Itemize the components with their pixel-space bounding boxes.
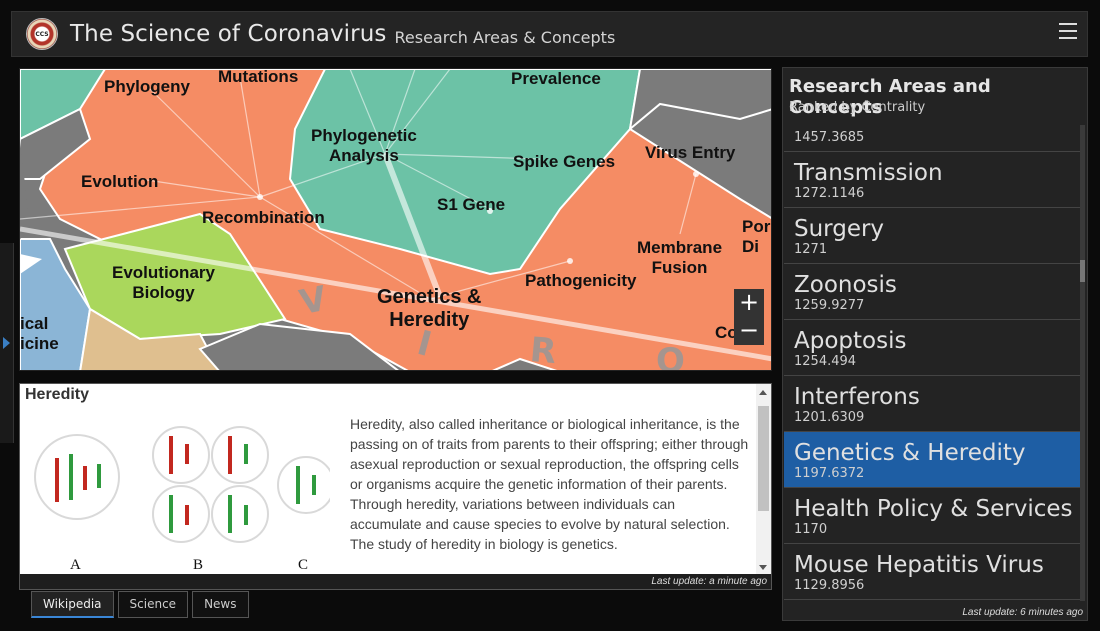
map-label-text: Evolutionary Biology bbox=[112, 263, 215, 302]
list-item-value: 1129.8956 bbox=[794, 578, 865, 593]
map-label-text: Membrane Fusion bbox=[637, 238, 723, 277]
list-item[interactable]: Interferons 1201.6309 bbox=[784, 376, 1081, 432]
concept-list-scroll-thumb[interactable] bbox=[1080, 260, 1085, 282]
map-regions bbox=[20, 69, 771, 370]
map-label-mutations[interactable]: Mutations bbox=[218, 68, 299, 86]
research-areas-panel: Research Areas and Concepts Ranked by Ce… bbox=[782, 67, 1088, 621]
list-item-value: 1271 bbox=[794, 242, 828, 257]
map-label-s1-gene[interactable]: S1 Gene bbox=[437, 195, 506, 214]
expand-arrow-icon bbox=[3, 337, 10, 349]
zoom-in-button[interactable]: + bbox=[738, 288, 760, 316]
tab-wikipedia[interactable]: Wikipedia bbox=[31, 591, 114, 618]
zoom-out-button[interactable]: − bbox=[738, 316, 760, 344]
info-scroll-thumb[interactable] bbox=[758, 406, 769, 511]
list-item-name: Health Policy & Services bbox=[794, 496, 1073, 522]
map-label-virus-entry[interactable]: Virus Entry bbox=[645, 143, 736, 162]
list-item-value: 1259.9277 bbox=[794, 298, 865, 313]
panel-title: Research Areas and Concepts bbox=[789, 76, 991, 118]
app-title: The Science of Coronavirus bbox=[70, 21, 387, 47]
list-item[interactable]: Surgery 1271 bbox=[784, 208, 1081, 264]
map-label-text: Por Di bbox=[742, 217, 771, 256]
map-label-spike-genes[interactable]: Spike Genes bbox=[513, 152, 616, 171]
map-label-recombination[interactable]: Recombination bbox=[202, 208, 325, 227]
map-label-text: Genetics & Heredity bbox=[377, 286, 482, 331]
diagram-label-a: A bbox=[70, 557, 81, 573]
hamburger-menu-icon[interactable] bbox=[1059, 23, 1077, 43]
map-label-partial-corona[interactable]: Co bbox=[715, 323, 738, 342]
logo-text: CCS bbox=[35, 30, 49, 38]
concept-map[interactable]: Phylogeny Mutations Prevalence Phylogene… bbox=[19, 68, 772, 371]
list-item-name: Surgery bbox=[794, 216, 885, 242]
map-label-text: Phylogenetic Analysis bbox=[311, 126, 417, 165]
map-region-letter: O bbox=[656, 341, 685, 371]
scroll-down-arrow-icon[interactable] bbox=[759, 565, 767, 570]
map-label-pathogenicity[interactable]: Pathogenicity bbox=[525, 271, 637, 290]
list-item-value: 1201.6309 bbox=[794, 410, 865, 425]
info-description: Heredity, also called inheritance or bio… bbox=[350, 416, 749, 552]
map-label-phylogeny[interactable]: Phylogeny bbox=[104, 77, 190, 96]
list-item-value: 1197.6372 bbox=[794, 466, 865, 481]
tab-news[interactable]: News bbox=[192, 591, 249, 618]
panel-last-update: Last update: 6 minutes ago bbox=[962, 607, 1083, 618]
app-subtitle: Research Areas & Concepts bbox=[394, 27, 616, 47]
map-label-membrane-fusion[interactable]: Membrane Fusion bbox=[637, 238, 722, 277]
map-label-prevalence[interactable]: Prevalence bbox=[511, 69, 601, 88]
list-item[interactable]: Transmission 1272.1146 bbox=[784, 152, 1081, 208]
concept-list: 1457.3685 Transmission 1272.1146 Surgery… bbox=[784, 123, 1081, 601]
concept-list-scrollbar[interactable] bbox=[1080, 125, 1085, 601]
map-region-letter: R bbox=[528, 329, 558, 371]
list-item[interactable]: Mouse Hepatitis Virus 1129.8956 bbox=[784, 544, 1081, 600]
list-item-value: 1457.3685 bbox=[794, 130, 865, 145]
left-panel-toggle[interactable] bbox=[0, 243, 14, 443]
panel-subtitle: Ranked by Centrality bbox=[789, 100, 926, 115]
list-item-value: 1272.1146 bbox=[794, 186, 865, 201]
info-last-update: Last update: a minute ago bbox=[20, 574, 771, 589]
list-item-name: Zoonosis bbox=[794, 272, 897, 298]
list-item-selected[interactable]: Genetics & Heredity 1197.6372 bbox=[784, 432, 1081, 488]
map-label-partial-right[interactable]: Por Di bbox=[742, 217, 770, 256]
list-item-name: Transmission bbox=[794, 160, 943, 186]
diagram-label-b: B bbox=[193, 557, 204, 573]
map-label-genetics-heredity[interactable]: Genetics & Heredity bbox=[377, 286, 481, 332]
map-label-evolutionary-biology[interactable]: Evolutionary Biology bbox=[112, 263, 215, 302]
info-title: Heredity bbox=[25, 386, 90, 403]
list-item-name: Mouse Hepatitis Virus bbox=[794, 552, 1044, 578]
source-tabs: Wikipedia Science News bbox=[31, 591, 253, 618]
list-item-name: Apoptosis bbox=[794, 328, 907, 354]
list-item-name: Interferons bbox=[794, 384, 920, 410]
map-label-partial-left[interactable]: ical icine bbox=[20, 314, 59, 353]
info-scrollbar[interactable] bbox=[756, 384, 771, 576]
list-item[interactable]: 1457.3685 bbox=[784, 123, 1081, 152]
list-item-name: Genetics & Heredity bbox=[794, 440, 1026, 466]
list-item[interactable]: Health Policy & Services 1170 bbox=[784, 488, 1081, 544]
list-item-value: 1170 bbox=[794, 522, 828, 537]
map-label-phylogenetic-analysis[interactable]: Phylogenetic Analysis bbox=[311, 126, 417, 165]
info-panel: Heredity bbox=[19, 383, 772, 590]
map-label-text: ical icine bbox=[20, 314, 59, 353]
logo: CCS bbox=[26, 18, 58, 50]
map-label-evolution[interactable]: Evolution bbox=[81, 172, 159, 191]
list-item-value: 1254.494 bbox=[794, 354, 857, 369]
heredity-diagram-image bbox=[34, 426, 330, 543]
tab-science[interactable]: Science bbox=[117, 591, 189, 618]
scroll-up-arrow-icon[interactable] bbox=[759, 390, 767, 395]
list-item[interactable]: Apoptosis 1254.494 bbox=[784, 320, 1081, 376]
app-header: CCS The Science of Coronavirus Research … bbox=[11, 11, 1088, 57]
diagram-label-c: C bbox=[298, 557, 309, 573]
list-item[interactable]: Zoonosis 1259.9277 bbox=[784, 264, 1081, 320]
zoom-controls: + − bbox=[734, 289, 764, 345]
